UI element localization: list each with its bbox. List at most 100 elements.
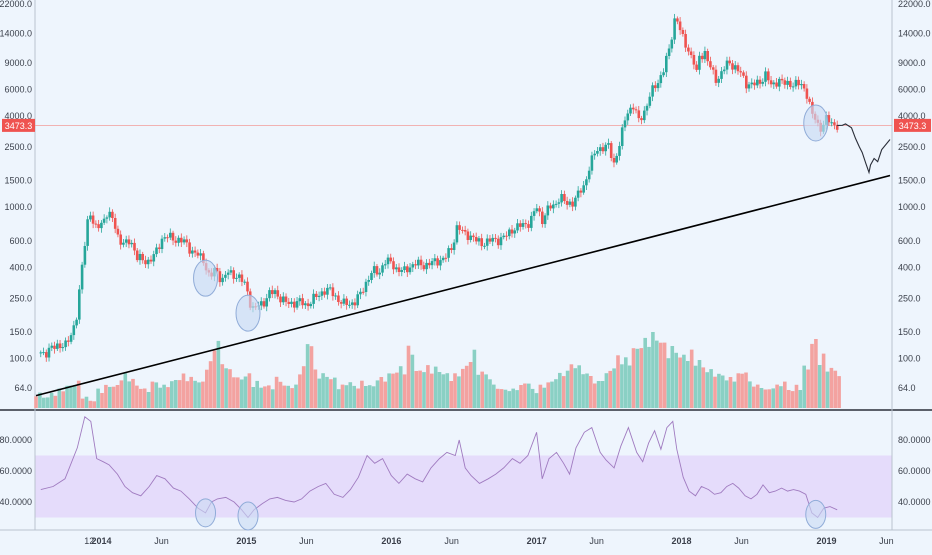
candle-body (370, 273, 373, 280)
candle-body (232, 270, 235, 279)
time-axis-label: Jun (589, 536, 604, 546)
time-axis-label: 2017 (527, 536, 547, 546)
volume-bar (624, 357, 628, 408)
candle-body (745, 75, 748, 89)
candle-body (361, 291, 365, 293)
price-axis-label-right: 150.0 (898, 327, 921, 337)
volume-bar (216, 340, 221, 408)
volume-bar (802, 365, 806, 408)
volume-bar (771, 388, 775, 408)
candle-body (527, 224, 530, 228)
volume-bar (224, 368, 228, 408)
candle-body (560, 194, 563, 203)
candle-body (436, 258, 439, 266)
candle-body (306, 303, 310, 307)
volume-bar (193, 380, 197, 408)
candle-body (284, 296, 288, 302)
volume-bar (243, 376, 248, 408)
volume-bar (604, 373, 609, 408)
candle-body (323, 291, 326, 295)
rsi-highlight-circle (237, 501, 259, 531)
current-price-badge-right (894, 118, 931, 132)
candle-body (833, 122, 836, 125)
candle-body (419, 259, 423, 266)
candle-body (563, 194, 566, 201)
volume-bar (236, 377, 240, 408)
volume-bar (600, 381, 605, 408)
time-axis-label: Jun (299, 536, 314, 546)
volume-bar (42, 397, 46, 408)
candle-body (58, 343, 62, 348)
candle-body (494, 237, 497, 239)
candle-body (86, 219, 89, 246)
volume-bar (305, 344, 310, 408)
time-axis-label: Jun (879, 536, 894, 546)
volume-bar (45, 397, 50, 408)
volume-bar (507, 391, 512, 408)
candle-body (395, 267, 398, 270)
volume-bar (748, 381, 752, 408)
volume-bar (108, 386, 112, 408)
volume-bar (76, 380, 81, 408)
candle-body (180, 237, 183, 243)
candle-body (411, 264, 415, 268)
volume-bar (806, 369, 810, 408)
candle-body (673, 18, 676, 40)
candle-body (240, 274, 244, 282)
volume-bar (433, 366, 438, 408)
candle-body (279, 296, 282, 303)
candle-body (827, 115, 831, 123)
volume-bar (720, 375, 725, 408)
volume-bar (658, 342, 663, 408)
candle-body (56, 343, 59, 349)
volume-bar (530, 388, 535, 408)
candle-body (61, 347, 65, 349)
candle-body (659, 75, 663, 84)
volume-bar (426, 365, 430, 408)
candle-body (342, 298, 346, 304)
volume-bar (309, 346, 314, 408)
candle-body (64, 340, 67, 348)
volume-bar (57, 388, 62, 408)
trendline[interactable] (35, 174, 891, 397)
candle-body (698, 55, 701, 70)
candle-body (224, 274, 227, 278)
volume-bar (402, 374, 407, 408)
volume-bar (589, 376, 593, 408)
volume-bar (263, 386, 267, 408)
volume-bar (639, 348, 644, 408)
volume-bar (647, 346, 651, 408)
volume-bar (131, 378, 135, 408)
volume-bar (453, 373, 457, 408)
candle-body (191, 250, 194, 254)
volume-bar (752, 386, 756, 408)
volume-bar (837, 376, 841, 408)
candle-body (786, 80, 789, 85)
price-axis-label-right: 64.0 (898, 383, 916, 393)
volume-bar (173, 380, 178, 408)
rsi-axis-label-right: 40.0000 (898, 497, 931, 507)
candle-body (400, 270, 404, 272)
candle-body (637, 110, 641, 119)
candle-body (406, 266, 409, 273)
candle-body (632, 107, 635, 110)
volume-bar (693, 365, 698, 408)
candle-body (513, 230, 517, 234)
price-axis-label-left: 150.0 (9, 327, 32, 337)
volume-bar (38, 392, 42, 408)
candle-body (725, 60, 729, 70)
volume-bar (313, 369, 318, 408)
volume-bar (344, 385, 349, 408)
candle-body (733, 65, 737, 70)
volume-bar (228, 369, 232, 408)
candle-body (736, 65, 740, 72)
candle-body (676, 18, 679, 22)
candle-body (381, 265, 384, 273)
candle-body (80, 264, 84, 290)
volume-bar (592, 383, 597, 408)
volume-bar (577, 365, 581, 408)
price-axis-label-right: 4000.0 (898, 111, 926, 121)
candle-body (146, 259, 150, 265)
time-axis-label: 2016 (381, 536, 401, 546)
